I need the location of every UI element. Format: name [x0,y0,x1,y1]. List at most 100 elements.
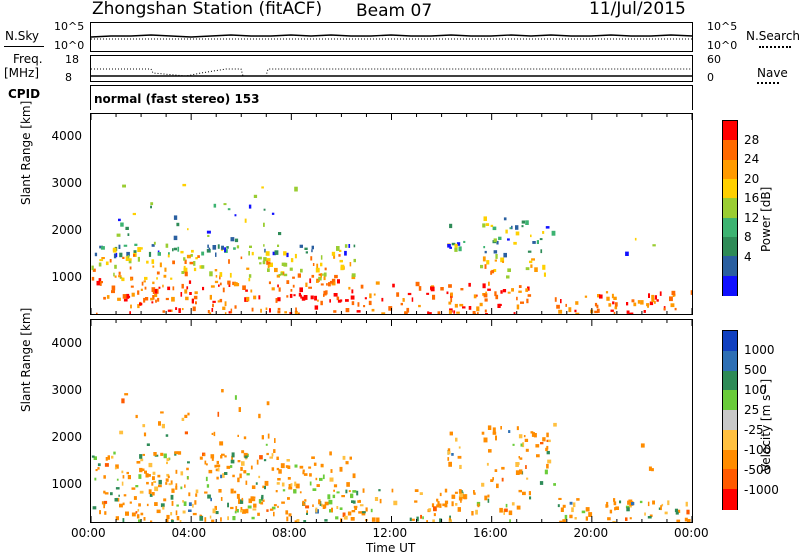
power-cell [264,248,266,253]
y-tick-label: 1000 [51,269,82,284]
velocity-cell [473,492,476,495]
power-cell [281,262,286,266]
colorbar-tick-label: -500 [744,463,772,477]
velocity-cell [204,460,207,465]
power-cell [456,242,461,246]
velocity-cell [676,519,681,522]
power-cell [493,238,497,243]
power-cell [292,276,295,279]
velocity-cell [255,482,258,485]
velocity-cell [448,461,452,467]
velocity-cell [148,489,152,495]
velocity-cell [243,436,247,440]
power-cell [266,260,269,265]
power-cell [669,296,673,302]
velocity-cell [230,459,235,464]
velocity-cell [217,411,220,417]
power-colorbar-label: Power [dB] [759,186,773,252]
power-cell [611,293,614,299]
power-cell [454,243,458,248]
power-cell [114,275,117,278]
power-cell [148,251,152,257]
velocity-cell [518,434,523,439]
velocity-cell [416,516,419,522]
power-cell [388,306,393,311]
power-cell [187,228,189,231]
power-cell [201,251,205,256]
power-cell [574,309,577,313]
velocity-cell [447,448,451,452]
power-cell [173,235,178,241]
power-cell [277,307,281,311]
velocity-cell [204,517,207,522]
power-cell [525,288,529,292]
power-cell [375,281,380,285]
power-cell [167,286,171,291]
velocity-cell [264,480,269,486]
velocity-cell [122,502,125,506]
power-cell [360,284,364,289]
power-cell [222,287,225,293]
power-cell [554,297,557,302]
velocity-cell [437,501,440,506]
power-cell [324,267,327,271]
power-cell [521,220,526,224]
power-cell [479,302,483,307]
velocity-cell [146,443,150,446]
power-cell [312,263,315,266]
power-cell [507,291,511,294]
power-cell [217,244,220,249]
velocity-cell [455,437,458,442]
power-cell [432,294,436,300]
power-cell [407,292,412,296]
power-cell [263,244,265,247]
power-cell [527,250,532,253]
power-cell [227,208,231,211]
velocity-cell [588,512,593,517]
power-cell [634,237,637,241]
velocity-cell [162,506,165,510]
velocity-cell [447,451,451,455]
power-cell [274,250,279,255]
velocity-cell [625,517,628,521]
velocity-cell [305,505,310,509]
velocity-cell [205,463,208,466]
power-cell [186,254,191,259]
velocity-cell [210,497,212,502]
velocity-cell [222,473,225,478]
velocity-cell [487,425,492,430]
power-cell [218,284,220,287]
power-cell [643,310,646,313]
power-cell [446,291,449,295]
power-cell [575,301,579,305]
velocity-cell [303,520,307,522]
velocity-cell [281,501,285,504]
velocity-cell [273,511,275,517]
nsky-trace [91,34,694,38]
velocity-cell [103,500,108,504]
velocity-cell [351,500,354,503]
power-cell [594,302,598,307]
velocity-cell [216,464,221,468]
power-cell [276,274,280,278]
power-cell [298,292,301,297]
power-cell [248,251,250,256]
velocity-cell [522,491,526,496]
velocity-cell [321,503,323,507]
power-cell [659,291,662,296]
power-cell [314,305,319,310]
power-cell [484,298,488,302]
power-cell [253,194,258,198]
power-cell [596,308,600,313]
power-cell [130,304,132,309]
velocity-cell [135,511,138,514]
velocity-cell [451,453,454,456]
velocity-cell [95,469,98,472]
x-axis-label: Time UT [366,541,416,555]
power-cell [195,257,198,260]
power-cell [127,255,130,259]
velocity-cell [216,460,219,465]
power-cell [101,257,105,260]
power-cell [151,301,154,304]
velocity-cell [250,465,253,470]
